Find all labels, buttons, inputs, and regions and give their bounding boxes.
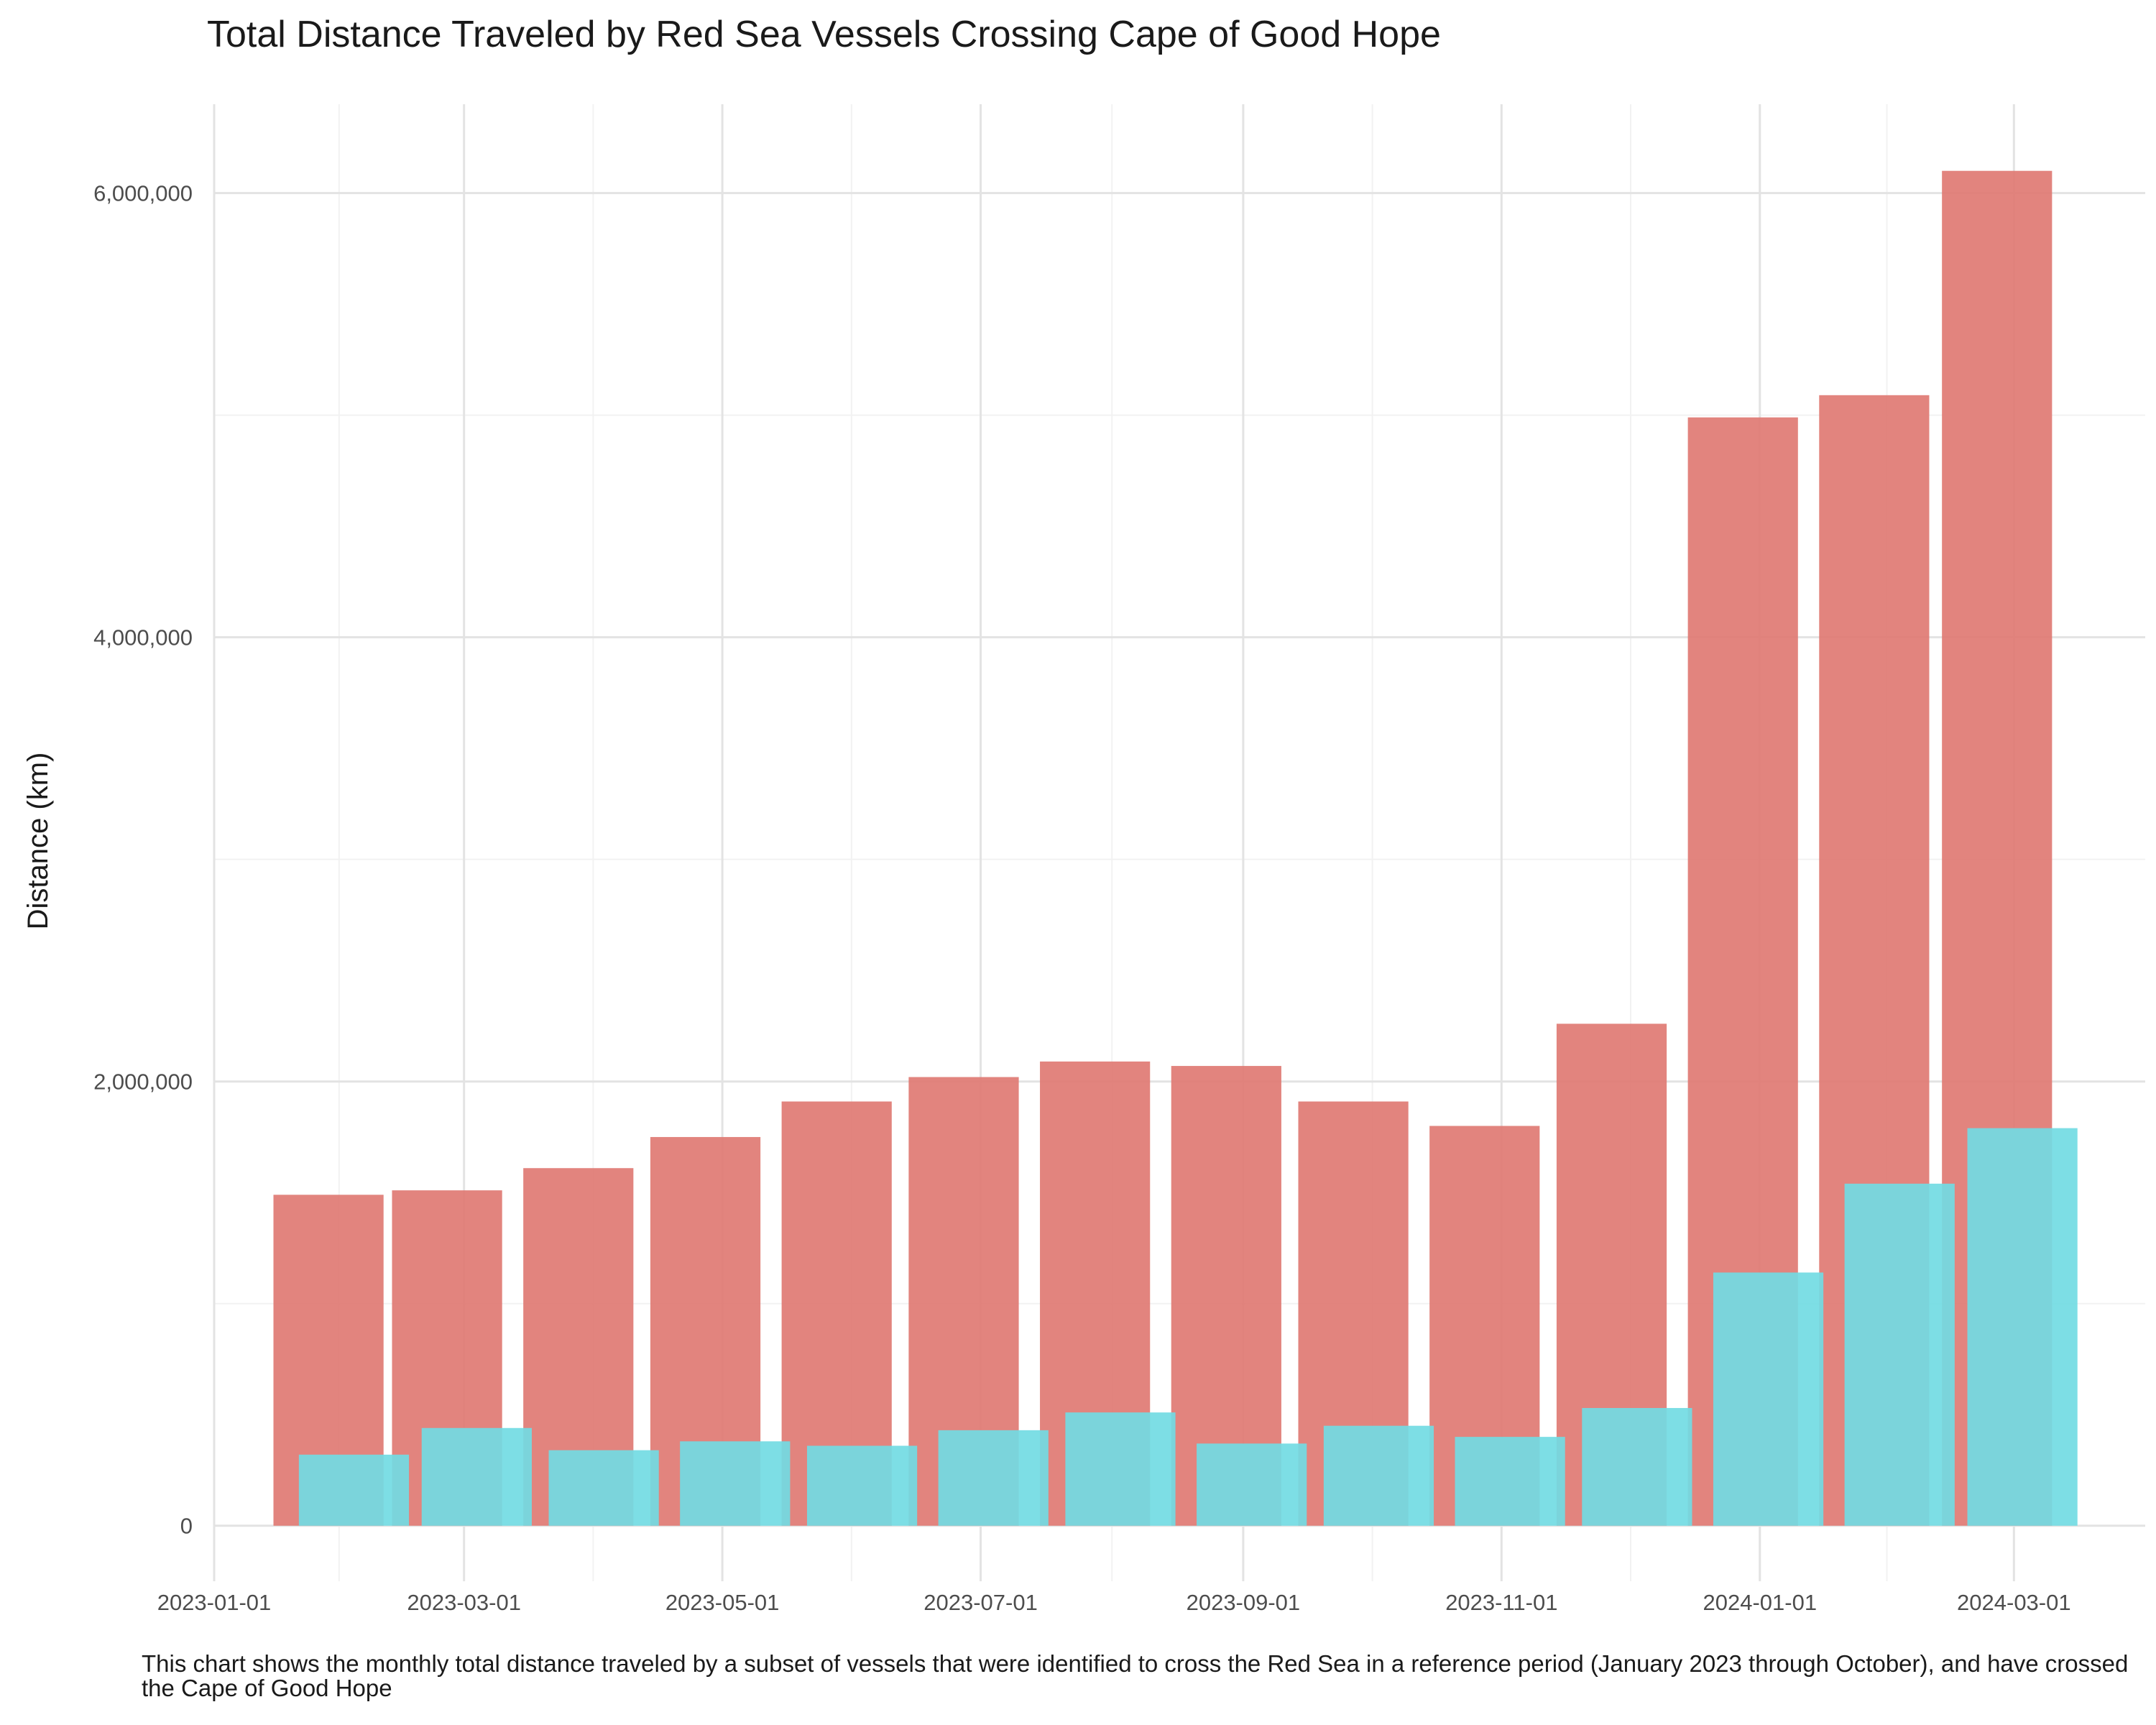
chart-title: Total Distance Traveled by Red Sea Vesse…	[207, 14, 1441, 55]
y-tick-label: 0	[180, 1514, 193, 1539]
bar-series-2	[1582, 1407, 1692, 1526]
bar-series-2	[806, 1445, 918, 1526]
x-tick-label: 2023-05-01	[665, 1590, 780, 1615]
bar-series-2	[938, 1430, 1049, 1526]
bar-series-2	[1323, 1425, 1434, 1526]
bar-series-2	[1713, 1272, 1824, 1526]
x-tick-label: 2023-01-01	[157, 1590, 272, 1615]
x-tick-label: 2024-03-01	[1957, 1590, 2071, 1615]
bar-series-2	[548, 1450, 659, 1526]
bar-series-2	[1844, 1183, 1955, 1526]
x-tick-label: 2023-03-01	[407, 1590, 521, 1615]
y-axis-ticks: 0 2,000,000 4,000,000 6,000,000	[93, 181, 193, 1539]
x-tick-label: 2023-07-01	[923, 1590, 1038, 1615]
bar-series-2	[1455, 1437, 1565, 1526]
bar-series-2	[1065, 1412, 1176, 1526]
x-tick-label: 2023-09-01	[1187, 1590, 1301, 1615]
x-tick-label: 2023-11-01	[1445, 1590, 1557, 1615]
bar-series-2	[1967, 1128, 2078, 1526]
y-tick-label: 4,000,000	[93, 625, 193, 650]
y-axis-label: Distance (km)	[22, 753, 54, 930]
y-tick-label: 2,000,000	[93, 1070, 193, 1095]
y-tick-label: 6,000,000	[93, 181, 193, 206]
chart-caption: This chart shows the monthly total dista…	[142, 1650, 2129, 1701]
x-axis-ticks: 2023-01-01 2023-03-01 2023-05-01 2023-07-01…	[157, 1590, 2071, 1615]
bar-series-2	[1197, 1443, 1307, 1526]
x-tick-label: 2024-01-01	[1703, 1590, 1817, 1615]
bar-series-2	[298, 1454, 410, 1526]
bars	[273, 170, 2078, 1526]
bar-series-2	[680, 1441, 791, 1526]
bar-series-2	[421, 1427, 532, 1526]
